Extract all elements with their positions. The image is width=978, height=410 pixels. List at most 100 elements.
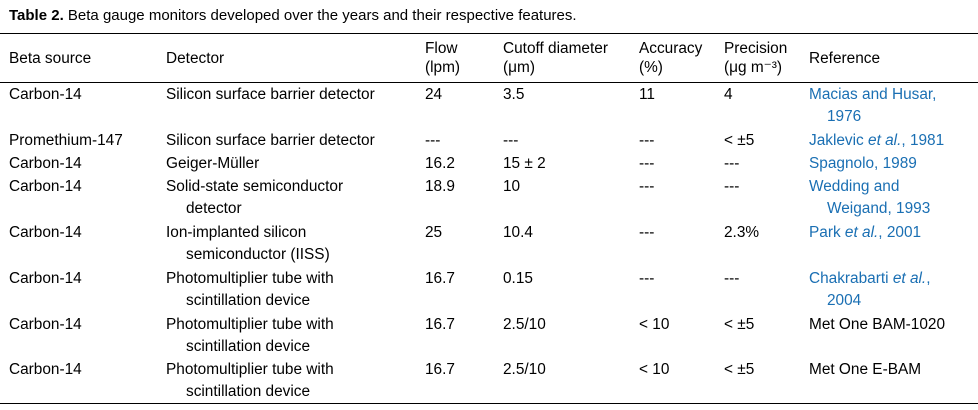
cell-beta-source: Carbon-14 — [9, 314, 82, 336]
cell-beta-source: Carbon-14 — [9, 359, 82, 381]
reference-line1: Park et al., 2001 — [809, 224, 921, 241]
table-header-rule — [0, 82, 978, 83]
beta-source-text: Promethium-147 — [9, 132, 123, 149]
reference-line1: Wedding and — [809, 178, 899, 195]
reference-etal: et al. — [868, 132, 902, 149]
accuracy-value: 11 — [639, 86, 655, 103]
cell-detector: Photomultiplier tube with scintillation d… — [166, 359, 334, 403]
header-flow: Flow (lpm) — [425, 39, 460, 77]
reference-link[interactable]: Chakrabarti et al., 2004 — [809, 268, 931, 312]
cell-precision: --- — [724, 268, 739, 290]
accuracy-value: --- — [639, 155, 655, 172]
flow-value: 18.9 — [425, 178, 455, 195]
reference-link[interactable]: Macias and Husar, 1976 — [809, 84, 936, 128]
flow-value: 24 — [425, 86, 443, 103]
precision-value: < ±5 — [724, 132, 755, 149]
reference-line1: Chakrabarti et al., — [809, 270, 931, 287]
reference-text: Park — [809, 224, 845, 241]
reference-line1: Macias and Husar, — [809, 86, 936, 103]
cell-beta-source: Carbon-14 — [9, 84, 82, 106]
reference-text: Met One BAM-1020 — [809, 316, 946, 333]
header-flow-line2: (lpm) — [425, 59, 461, 76]
cell-accuracy: < 10 — [639, 359, 669, 381]
cell-flow: 25 — [425, 222, 442, 244]
beta-source-text: Carbon-14 — [9, 155, 82, 172]
cutoff-value: 2.5/10 — [503, 361, 546, 378]
detector-line1: Silicon surface barrier detector — [166, 132, 375, 149]
reference-link[interactable]: Wedding and Weigand, 1993 — [809, 176, 930, 220]
flow-value: 16.7 — [425, 361, 455, 378]
reference-text-cont: Weigand, 1993 — [827, 200, 931, 217]
reference-link[interactable]: Park et al., 2001 — [809, 222, 921, 244]
reference-text: Wedding and — [809, 178, 900, 195]
detector-line2: scintillation device — [186, 383, 311, 400]
cutoff-value: 2.5/10 — [503, 316, 546, 333]
cell-detector: Ion-implanted silicon semiconductor (IISS… — [166, 222, 330, 266]
detector-line2: detector — [186, 200, 242, 217]
reference-text: Jaklevic — [809, 132, 869, 149]
reference-line1: Spagnolo, 1989 — [809, 155, 917, 172]
cell-precision: --- — [724, 176, 739, 198]
detector-line1: Ion-implanted silicon — [166, 224, 307, 241]
cell-beta-source: Carbon-14 — [9, 222, 82, 244]
cell-cutoff: 3.5 — [503, 84, 524, 106]
cell-flow: 16.7 — [425, 359, 455, 381]
cell-precision: < ±5 — [724, 359, 754, 381]
reference-text: Spagnolo, 1989 — [809, 155, 917, 172]
cell-cutoff: 2.5/10 — [503, 359, 546, 381]
precision-value: < ±5 — [724, 316, 755, 333]
cell-flow: 16.7 — [425, 268, 455, 290]
header-accuracy-line1: Accuracy — [639, 40, 703, 57]
header-cutoff: Cutoff diameter (μm) — [503, 39, 608, 77]
reference-line1: Met One BAM-1020 — [809, 316, 945, 333]
reference-line2: 2004 — [809, 290, 931, 312]
reference-text-cont: 2004 — [827, 292, 862, 309]
precision-value: --- — [724, 155, 740, 172]
cell-accuracy: --- — [639, 130, 654, 152]
cell-flow: 18.9 — [425, 176, 455, 198]
flow-value: --- — [425, 132, 441, 149]
header-accuracy: Accuracy (%) — [639, 39, 702, 77]
detector-line2: scintillation device — [186, 292, 311, 309]
cell-detector: Photomultiplier tube with scintillation d… — [166, 314, 334, 358]
reference-text-cont: 1976 — [827, 108, 862, 125]
cutoff-value: 15 ± 2 — [503, 155, 546, 172]
detector-line1: Photomultiplier tube with — [166, 361, 334, 378]
reference-line2: 1976 — [809, 106, 936, 128]
reference-text: Met One E-BAM — [809, 361, 922, 378]
reference-year: , — [926, 270, 931, 287]
cutoff-value: 10 — [503, 178, 521, 195]
reference-link[interactable]: Jaklevic et al., 1981 — [809, 130, 944, 152]
reference-line1: Met One E-BAM — [809, 361, 921, 378]
accuracy-value: --- — [639, 178, 655, 195]
cell-detector: Silicon surface barrier detector — [166, 84, 375, 106]
table-bottom-rule — [0, 403, 978, 404]
header-beta-source: Beta source — [9, 50, 92, 67]
header-accuracy-line2: (%) — [639, 59, 663, 76]
header-precision-line1: Precision — [724, 40, 788, 57]
cell-reference: Met One BAM-1020 — [809, 314, 945, 336]
cell-precision: --- — [724, 153, 739, 175]
cell-flow: 16.2 — [425, 153, 455, 175]
detector-line1: Solid-state semiconductor — [166, 178, 344, 195]
reference-link[interactable]: Spagnolo, 1989 — [809, 153, 917, 175]
cell-precision: < ±5 — [724, 130, 754, 152]
cell-detector: Geiger-Müller — [166, 153, 259, 175]
cell-precision: 2.3% — [724, 222, 759, 244]
beta-source-text: Carbon-14 — [9, 361, 82, 378]
beta-source-text: Carbon-14 — [9, 270, 82, 287]
flow-value: 16.7 — [425, 316, 455, 333]
detector-line1: Geiger-Müller — [166, 155, 260, 172]
cell-beta-source: Promethium-147 — [9, 130, 123, 152]
cell-accuracy: --- — [639, 222, 654, 244]
beta-source-text: Carbon-14 — [9, 224, 82, 241]
reference-line1: Jaklevic et al., 1981 — [809, 132, 944, 149]
cell-reference: Met One E-BAM — [809, 359, 921, 381]
table-caption-label: Table 2. — [9, 7, 64, 24]
precision-value: 2.3% — [724, 224, 760, 241]
table-top-rule — [0, 33, 978, 34]
reference-etal: et al. — [844, 224, 879, 241]
accuracy-value: < 10 — [639, 361, 670, 378]
precision-value: --- — [724, 270, 740, 287]
